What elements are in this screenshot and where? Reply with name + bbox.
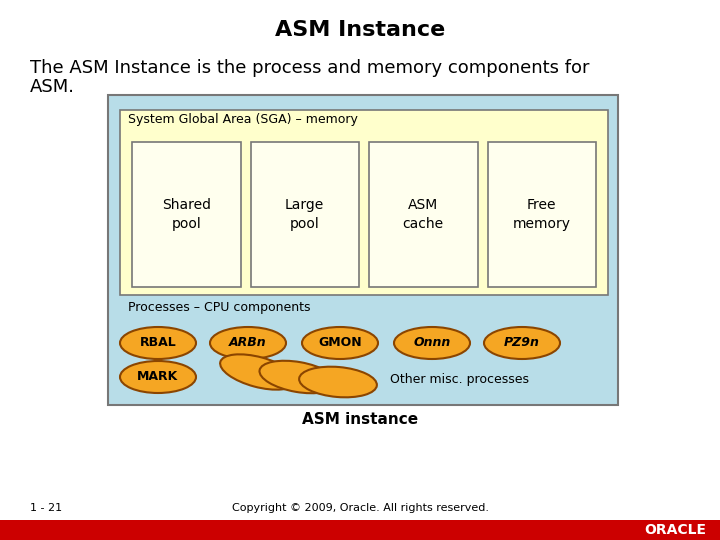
Ellipse shape	[120, 361, 196, 393]
Bar	[0, 520, 720, 540]
Text: Processes – CPU components: Processes – CPU components	[128, 301, 310, 314]
FancyBboxPatch shape	[108, 95, 618, 405]
FancyBboxPatch shape	[132, 142, 240, 287]
Text: RBAL: RBAL	[140, 336, 176, 349]
Text: ARBn: ARBn	[229, 336, 267, 349]
Text: ASM.: ASM.	[30, 78, 75, 96]
Text: ASM instance: ASM instance	[302, 413, 418, 428]
Ellipse shape	[259, 361, 336, 393]
Text: 1 - 21: 1 - 21	[30, 503, 62, 513]
Ellipse shape	[210, 327, 286, 359]
Text: MARK: MARK	[138, 370, 179, 383]
FancyBboxPatch shape	[487, 142, 596, 287]
Ellipse shape	[394, 327, 470, 359]
Text: Copyright © 2009, Oracle. All rights reserved.: Copyright © 2009, Oracle. All rights res…	[232, 503, 488, 513]
Text: Free
memory: Free memory	[513, 198, 571, 231]
Text: Other misc. processes: Other misc. processes	[390, 374, 529, 387]
Text: ORACLE: ORACLE	[644, 523, 706, 537]
Ellipse shape	[299, 367, 377, 397]
FancyBboxPatch shape	[369, 142, 477, 287]
Ellipse shape	[120, 327, 196, 359]
Text: System Global Area (SGA) – memory: System Global Area (SGA) – memory	[128, 113, 358, 126]
Text: Onnn: Onnn	[413, 336, 451, 349]
Text: GMON: GMON	[318, 336, 362, 349]
Text: The ASM Instance is the process and memory components for: The ASM Instance is the process and memo…	[30, 59, 590, 77]
Text: ASM Instance: ASM Instance	[275, 20, 445, 40]
Text: PZ9n: PZ9n	[504, 336, 540, 349]
Text: ASM
cache: ASM cache	[402, 198, 444, 231]
FancyBboxPatch shape	[120, 110, 608, 295]
Text: Large
pool: Large pool	[285, 198, 325, 231]
Ellipse shape	[302, 327, 378, 359]
Ellipse shape	[220, 354, 296, 390]
FancyBboxPatch shape	[251, 142, 359, 287]
Text: Shared
pool: Shared pool	[162, 198, 211, 231]
Ellipse shape	[484, 327, 560, 359]
